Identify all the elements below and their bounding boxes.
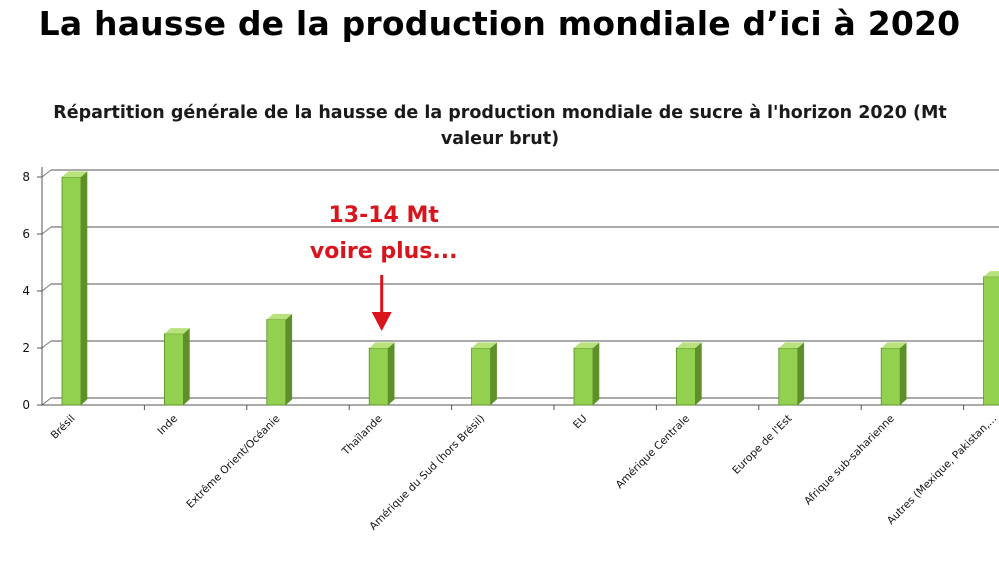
x-tick-label: Extrême Orient/Océanie [184,413,282,511]
bar [61,171,88,406]
x-tick-label: Afrique sub-saharienne [802,413,897,508]
x-tick-labels: Brésil Inde Extrême Orient/Océanie Thaïland… [49,413,999,533]
gridlines [41,169,999,406]
bar [471,342,497,406]
y-tick-label: 2 [22,341,30,355]
x-tick-label: Autres (Mexique, Pakistan,... [885,413,999,527]
gridline-side [41,340,52,349]
slide-title: La hausse de la production mondiale d’ic… [38,4,961,43]
bar [778,342,805,406]
bar [983,271,999,406]
bar [266,313,293,406]
bars [61,171,999,406]
chart-title-line-1: Répartition générale de la hausse de la … [53,103,947,123]
annotation-arrowhead [371,312,392,331]
annotation-line-1: 13-14 Mt [328,203,439,228]
x-tick-label: Brésil [49,413,78,442]
axes [37,167,999,410]
annotation-line-2: voire plus... [310,239,458,264]
x-tick-label: EU [571,413,590,432]
y-tick-label: 6 [22,227,30,241]
x-tick-label: Thaïlande [339,413,385,459]
y-tick-label: 4 [22,284,30,298]
bar [880,342,907,406]
bar [573,342,600,406]
gridline-side [41,169,52,178]
annotation: 13-14 Mt voire plus... [310,203,458,331]
x-tick-label: Inde [155,413,180,438]
x-tick-label: Amérique du Sud (hors Brésil) [367,413,487,533]
bar [676,342,702,406]
y-tick-labels: 0 2 4 6 8 [22,170,30,412]
x-tick-label: Europe de l'Est [730,413,794,477]
y-tick-label: 8 [22,170,30,184]
gridline-side [41,226,52,235]
x-tick-label: Amérique Centrale [614,413,692,491]
bar [368,342,395,406]
gridline-side [41,283,52,292]
gridline-side [41,397,52,406]
chart-title-line-2: valeur brut) [440,129,560,149]
bar [163,328,190,406]
chart-title: Répartition générale de la hausse de la … [40,100,960,152]
y-tick-label: 0 [22,398,30,412]
